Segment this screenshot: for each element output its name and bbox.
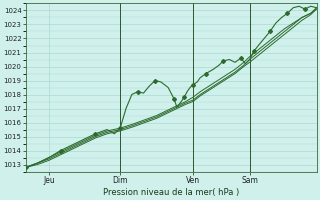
X-axis label: Pression niveau de la mer( hPa ): Pression niveau de la mer( hPa ) bbox=[103, 188, 239, 197]
